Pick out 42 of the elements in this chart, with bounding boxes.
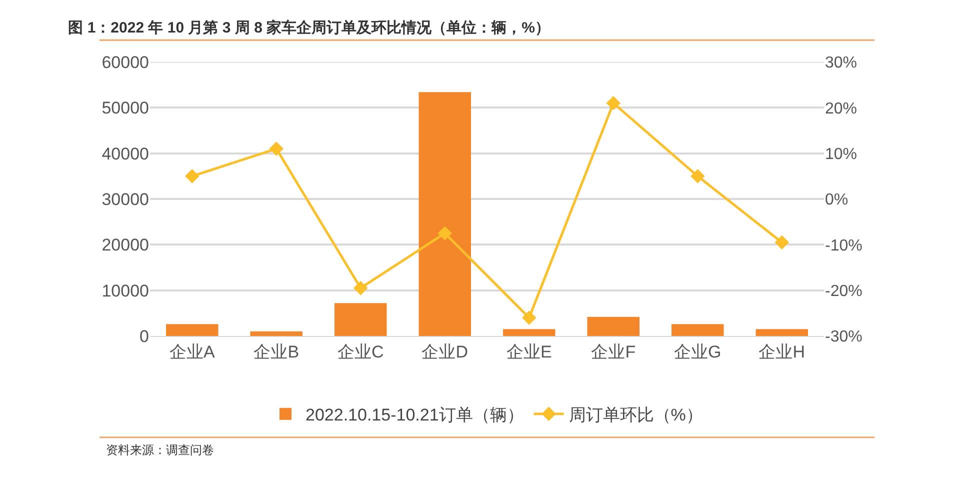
point bbox=[269, 142, 284, 156]
x-tick-label: 企业F bbox=[591, 342, 636, 362]
point bbox=[606, 96, 621, 110]
x-tick-label: 企业C bbox=[337, 342, 384, 362]
legend-label: 2022.10.15-10.21订单（辆） bbox=[306, 405, 524, 424]
point bbox=[353, 280, 368, 296]
bar bbox=[756, 329, 808, 336]
chart-title: 图 1：2022 年 10 月第 3 周 8 家车企周订单及环比情况（单位：辆，%） bbox=[68, 18, 550, 36]
y2-tick-label: 20% bbox=[825, 100, 858, 118]
y-tick-label: 60000 bbox=[102, 52, 149, 72]
x-tick-label: 企业E bbox=[506, 342, 552, 362]
x-tick-label: 企业H bbox=[758, 342, 806, 362]
bar bbox=[418, 92, 471, 336]
x-tick-label: 企业B bbox=[254, 342, 300, 362]
y-tick-label: 30000 bbox=[102, 190, 149, 209]
y-tick-label: 20000 bbox=[102, 236, 149, 255]
legend-label: 周订单环比（%） bbox=[568, 405, 703, 424]
text: 资料来源：调查问卷 bbox=[106, 443, 214, 457]
y-tick-label: 0 bbox=[140, 326, 149, 346]
y2-tick-label: -20% bbox=[825, 282, 862, 300]
bar bbox=[587, 316, 640, 336]
bar bbox=[334, 303, 387, 336]
point bbox=[690, 169, 705, 184]
bar bbox=[503, 329, 556, 336]
point bbox=[184, 169, 200, 184]
y-tick-label: 50000 bbox=[102, 98, 149, 118]
x-tick-label: 企业A bbox=[169, 342, 216, 362]
point bbox=[522, 310, 536, 325]
y2-tick-label: -10% bbox=[825, 237, 862, 254]
x-tick-label: 企业G bbox=[674, 342, 722, 362]
y-tick-label: 40000 bbox=[102, 144, 149, 164]
point bbox=[774, 235, 790, 250]
y-tick-label: 10000 bbox=[102, 281, 149, 300]
bar bbox=[166, 324, 218, 336]
bar bbox=[672, 324, 724, 336]
y2-tick-label: 30% bbox=[825, 54, 858, 72]
y2-tick-label: -30% bbox=[825, 328, 862, 346]
y2-tick-label: 0% bbox=[825, 192, 848, 209]
bar bbox=[250, 331, 302, 336]
y2-tick-label: 10% bbox=[825, 146, 858, 163]
point bbox=[438, 226, 452, 240]
x-tick-label: 企业D bbox=[422, 342, 468, 362]
